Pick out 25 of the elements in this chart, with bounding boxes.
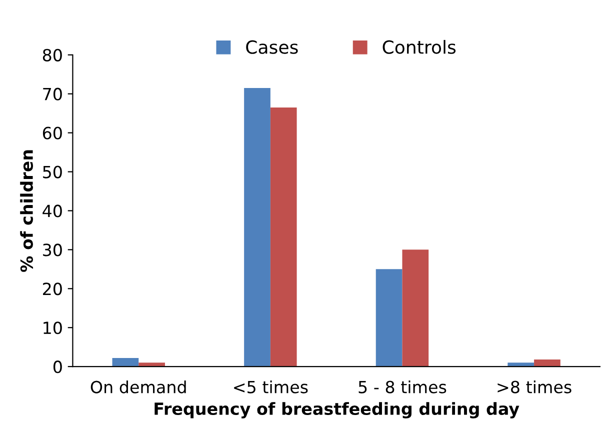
legend-label: Cases xyxy=(246,40,298,54)
y-tick-label: 10 xyxy=(44,322,62,334)
y-tick-label: 50 xyxy=(43,166,62,178)
y-tick-label: 20 xyxy=(43,282,62,296)
bar xyxy=(534,360,560,367)
bar xyxy=(138,362,165,367)
legend-label: Controls xyxy=(382,40,456,54)
bar xyxy=(112,358,139,367)
y-axis-title: % of children xyxy=(20,150,34,272)
y-tick-label: 40 xyxy=(42,204,62,218)
bar xyxy=(508,362,534,367)
y-tick-label: 70 xyxy=(43,88,62,100)
x-tick-label: 5 - 8 times xyxy=(358,380,446,394)
x-tick-label: >8 times xyxy=(498,380,572,394)
bar xyxy=(244,88,270,367)
x-axis-title: Frequency of breastfeeding during day xyxy=(154,402,520,418)
y-tick-label: 60 xyxy=(42,126,62,140)
x-tick-label: On demand xyxy=(90,380,186,394)
y-tick-label: 0 xyxy=(53,360,62,374)
bar xyxy=(402,250,429,367)
bar xyxy=(376,269,402,367)
y-tick-label: 30 xyxy=(43,244,62,256)
y-tick-label: 80 xyxy=(42,48,62,62)
x-tick-label: <5 times xyxy=(234,380,308,394)
bar xyxy=(270,107,297,367)
